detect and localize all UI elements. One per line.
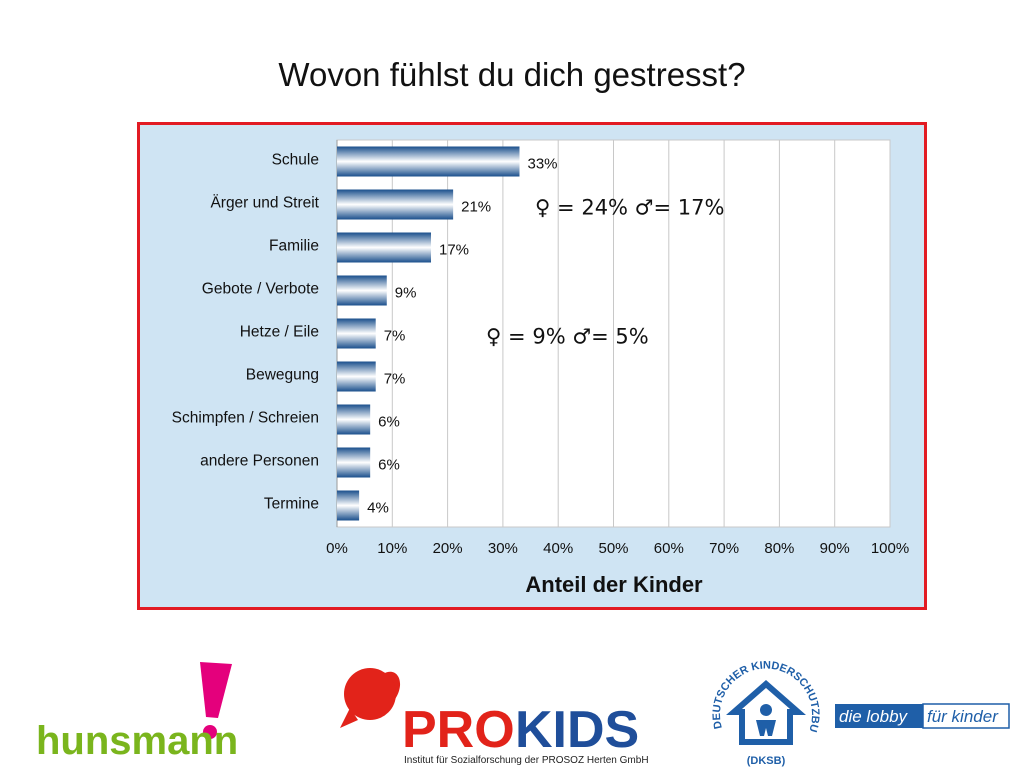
category-label: Schule: [272, 152, 319, 169]
x-tick-label: 90%: [820, 540, 850, 557]
bar: [337, 232, 432, 263]
logos-svg: hunsmann PRO KIDS Institut für Sozialfor…: [0, 641, 1010, 768]
page-title: Wovon fühlst du dich gestresst?: [278, 56, 746, 93]
prokids-pro: PRO: [402, 701, 515, 759]
x-tick-label: 0%: [326, 540, 348, 557]
gender-annotation: ♀ = 9% ♂= 5%: [486, 325, 649, 349]
bar-chart: 0% 10% 20% 30% 40% 50% 60% 70% 80% 90% 100% Schule 3…: [172, 139, 910, 597]
value-label: 9%: [395, 285, 417, 302]
category-label: Bewegung: [246, 367, 319, 384]
bar: [337, 490, 360, 521]
value-label: 33%: [527, 156, 557, 173]
category-label: Termine: [264, 496, 319, 513]
x-tick-label: 70%: [709, 540, 739, 557]
bar: [337, 361, 376, 392]
child-icon: [760, 704, 772, 716]
labels: 0% 10% 20% 30% 40% 50% 60% 70% 80% 90% 100% Schule 3…: [172, 152, 910, 558]
value-label: 6%: [378, 414, 400, 431]
value-label: 21%: [461, 199, 491, 216]
exclamation-icon: [200, 662, 232, 718]
bar: [337, 447, 371, 478]
prokids-kids: KIDS: [515, 701, 639, 759]
bar: [337, 275, 387, 306]
bars: [337, 146, 520, 521]
hunsmann-logo: hunsmann: [36, 662, 238, 763]
value-label: 6%: [378, 457, 400, 474]
x-tick-label: 30%: [488, 540, 518, 557]
x-axis-title: Anteil der Kinder: [525, 572, 703, 597]
x-tick-label: 50%: [598, 540, 628, 557]
chart-frame: 0% 10% 20% 30% 40% 50% 60% 70% 80% 90% 100% Schule 3…: [137, 122, 927, 610]
x-tick-label: 20%: [433, 540, 463, 557]
prokids-logo: PRO KIDS Institut für Sozialforschung de…: [340, 668, 649, 766]
value-label: 17%: [439, 242, 469, 259]
x-tick-label: 80%: [764, 540, 794, 557]
bar: [337, 146, 520, 177]
category-label: Familie: [269, 238, 319, 255]
x-tick-label: 10%: [377, 540, 407, 557]
x-tick-label: 60%: [654, 540, 684, 557]
bar: [337, 404, 371, 435]
bar: [337, 189, 454, 220]
lobby-logo: die lobby für kinder: [835, 703, 1010, 729]
lobby-text-a: die lobby: [839, 707, 909, 726]
value-label: 7%: [384, 328, 406, 345]
logo-strip: hunsmann PRO KIDS Institut für Sozialfor…: [0, 641, 1024, 768]
category-label: andere Personen: [200, 453, 319, 470]
category-label: Ärger und Streit: [210, 195, 319, 212]
value-label: 4%: [367, 500, 389, 517]
category-label: Gebote / Verbote: [202, 281, 319, 298]
hunsmann-wordmark: hunsmann: [36, 719, 238, 763]
x-tick-label: 100%: [871, 540, 909, 557]
category-label: Schimpfen / Schreien: [172, 410, 319, 427]
prokids-subtitle: Institut für Sozialforschung der PROSOZ …: [404, 755, 649, 766]
value-label: 7%: [384, 371, 406, 388]
x-tick-label: 40%: [543, 540, 573, 557]
lobby-text-b: für kinder: [927, 707, 999, 726]
category-label: Hetze / Eile: [240, 324, 319, 341]
dksb-abbr: (DKSB): [747, 755, 786, 767]
gender-annotation: ♀ = 24% ♂= 17%: [535, 196, 724, 220]
bar: [337, 318, 376, 349]
house-icon: [726, 680, 806, 745]
